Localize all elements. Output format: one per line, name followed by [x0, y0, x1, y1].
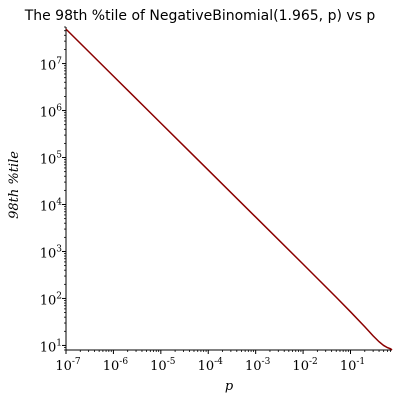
y-tick-label: 106	[40, 104, 63, 121]
x-tick-label: 10-4	[198, 357, 224, 374]
y-tick-label: 105	[40, 151, 63, 168]
y-tick-label: 104	[40, 198, 63, 215]
x-axis-label: p	[225, 379, 234, 394]
x-tick-label: 10-5	[150, 357, 176, 374]
series-line	[65, 28, 393, 351]
x-tick-label: 10-2	[292, 357, 317, 374]
x-tick-label: 10-3	[245, 357, 271, 374]
x-tick-label: 10-6	[103, 357, 129, 374]
y-tick-label: 103	[40, 244, 63, 261]
chart-title: The 98th %tile of NegativeBinomial(1.965…	[24, 8, 376, 24]
x-tick-label: 10-1	[340, 357, 365, 374]
y-tick-label: 102	[40, 291, 62, 308]
y-tick-label: 107	[40, 57, 63, 74]
y-axis-label: 98th %tile	[7, 151, 22, 219]
y-tick-label: 101	[40, 338, 62, 355]
plot-area: 10-7 10-6 10-5 10-4 10-3 10-2 10-1 101 102 103 104…	[40, 26, 393, 374]
x-tick-label: 10-7	[55, 357, 81, 374]
